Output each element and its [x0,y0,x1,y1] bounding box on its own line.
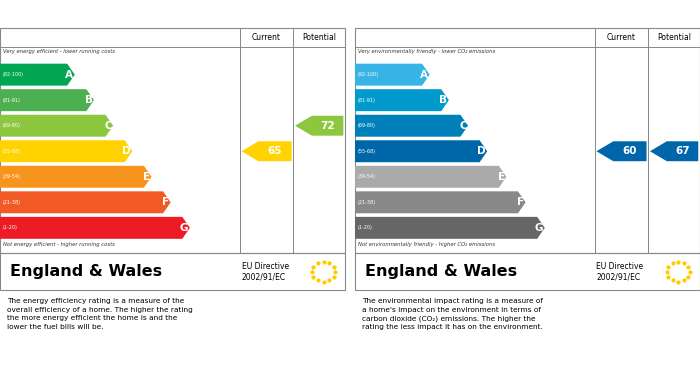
Text: B: B [85,95,92,105]
Text: (21-38): (21-38) [3,200,21,205]
Text: EU Directive
2002/91/EC: EU Directive 2002/91/EC [241,262,288,281]
Polygon shape [295,116,344,136]
Text: (55-68): (55-68) [358,149,376,154]
Text: The environmental impact rating is a measure of
a home's impact on the environme: The environmental impact rating is a mea… [362,298,542,330]
Text: (39-54): (39-54) [358,174,375,179]
Polygon shape [355,115,468,137]
Text: EU Directive
2002/91/EC: EU Directive 2002/91/EC [596,262,643,281]
Text: England & Wales: England & Wales [10,264,162,279]
Polygon shape [355,64,430,86]
Text: (69-80): (69-80) [358,123,375,128]
Text: C: C [104,121,112,131]
Text: B: B [440,95,447,105]
Text: (39-54): (39-54) [3,174,20,179]
Text: A: A [420,70,428,80]
Text: The energy efficiency rating is a measure of the
overall efficiency of a home. T: The energy efficiency rating is a measur… [7,298,192,330]
Text: England & Wales: England & Wales [365,264,517,279]
Text: Not energy efficient - higher running costs: Not energy efficient - higher running co… [4,242,116,247]
Text: C: C [459,121,467,131]
Text: D: D [477,146,486,156]
Polygon shape [241,141,292,161]
Polygon shape [0,89,94,111]
Text: (92-100): (92-100) [358,72,379,77]
Text: (1-20): (1-20) [3,225,18,230]
Text: Very energy efficient - lower running costs: Very energy efficient - lower running co… [4,49,116,54]
Text: Current: Current [607,33,636,42]
Polygon shape [0,166,151,188]
Polygon shape [355,191,526,213]
Polygon shape [355,217,545,239]
Text: 65: 65 [267,146,282,156]
Polygon shape [596,141,647,161]
Text: (1-20): (1-20) [358,225,372,230]
Text: Environmental Impact (CO₂) Rating: Environmental Impact (CO₂) Rating [360,7,592,21]
Polygon shape [0,191,171,213]
Text: (55-68): (55-68) [3,149,21,154]
Polygon shape [355,140,487,162]
Text: 60: 60 [622,146,637,156]
Text: G: G [180,223,188,233]
Text: E: E [143,172,150,182]
Text: Potential: Potential [302,33,336,42]
Text: E: E [498,172,505,182]
Text: F: F [517,197,524,207]
Text: 72: 72 [321,121,335,131]
Text: G: G [535,223,543,233]
Text: (81-91): (81-91) [358,98,375,103]
Polygon shape [650,141,699,161]
Text: Very environmentally friendly - lower CO₂ emissions: Very environmentally friendly - lower CO… [358,49,496,54]
Text: (92-100): (92-100) [3,72,24,77]
Text: D: D [122,146,131,156]
Polygon shape [0,64,75,86]
Polygon shape [355,166,506,188]
Text: (69-80): (69-80) [3,123,20,128]
Text: Not environmentally friendly - higher CO₂ emissions: Not environmentally friendly - higher CO… [358,242,496,247]
Text: Current: Current [252,33,281,42]
Text: A: A [65,70,74,80]
Polygon shape [0,140,132,162]
Text: (81-91): (81-91) [3,98,20,103]
Text: Energy Efficiency Rating: Energy Efficiency Rating [5,7,168,21]
Text: Potential: Potential [657,33,691,42]
Text: (21-38): (21-38) [358,200,376,205]
Polygon shape [0,115,113,137]
Text: 67: 67 [676,146,690,156]
Polygon shape [355,89,449,111]
Polygon shape [0,217,190,239]
Text: F: F [162,197,169,207]
